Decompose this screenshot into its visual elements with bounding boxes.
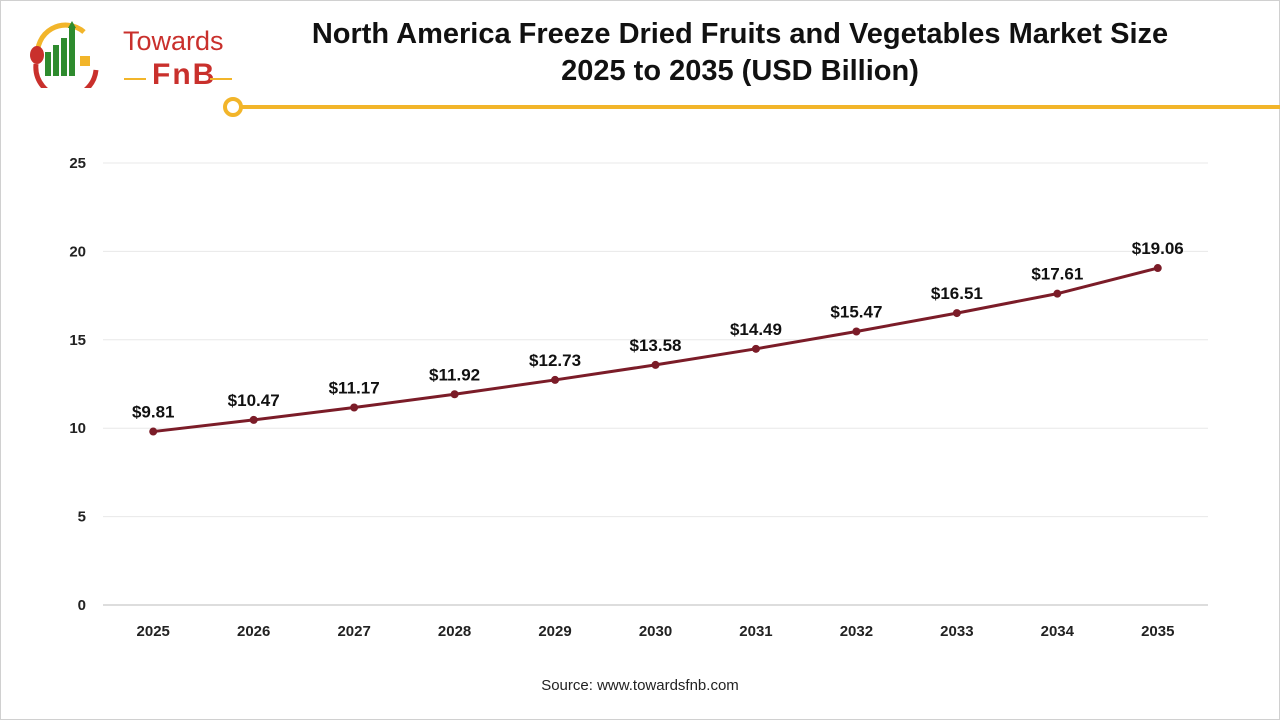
data-label: $10.47 bbox=[228, 391, 280, 410]
y-tick-label: 10 bbox=[69, 420, 86, 437]
logo-dash-right bbox=[210, 78, 232, 80]
x-tick-label: 2033 bbox=[940, 623, 973, 640]
x-tick-label: 2030 bbox=[639, 623, 672, 640]
y-tick-label: 5 bbox=[78, 509, 86, 526]
data-label: $13.58 bbox=[630, 336, 682, 355]
data-point bbox=[1153, 264, 1162, 273]
y-tick-label: 25 bbox=[69, 155, 86, 172]
data-label: $12.73 bbox=[529, 351, 581, 370]
x-tick-label: 2025 bbox=[137, 623, 170, 640]
data-label: $16.51 bbox=[931, 284, 983, 303]
title-line-2: 2025 to 2035 (USD Billion) bbox=[561, 55, 919, 87]
data-point bbox=[551, 375, 560, 384]
y-tick-label: 15 bbox=[69, 332, 86, 349]
x-tick-label: 2032 bbox=[840, 623, 873, 640]
data-point bbox=[450, 390, 459, 399]
x-tick-label: 2029 bbox=[538, 623, 571, 640]
y-tick-label: 0 bbox=[78, 597, 86, 614]
data-label: $11.92 bbox=[429, 365, 480, 384]
chart-title: North America Freeze Dried Fruits and Ve… bbox=[240, 16, 1240, 90]
towards-fnb-logo: Towards FnB bbox=[26, 18, 232, 100]
x-tick-label: 2028 bbox=[438, 623, 471, 640]
source-note: Source: www.towardsfnb.com bbox=[541, 677, 739, 694]
title-line-1: North America Freeze Dried Fruits and Ve… bbox=[311, 18, 1169, 50]
data-point bbox=[852, 327, 861, 336]
x-tick-label: 2034 bbox=[1041, 623, 1075, 640]
data-label: $17.61 bbox=[1031, 265, 1083, 284]
data-point bbox=[1053, 289, 1062, 298]
data-point bbox=[249, 415, 258, 424]
data-point bbox=[350, 403, 359, 412]
data-point bbox=[751, 344, 760, 353]
data-label: $19.06 bbox=[1132, 239, 1184, 258]
logo-text-fnb: FnB bbox=[152, 58, 217, 91]
x-tick-label: 2031 bbox=[739, 623, 772, 640]
x-tick-label: 2035 bbox=[1141, 623, 1174, 640]
data-label: $15.47 bbox=[830, 302, 882, 321]
logo-text-towards: Towards bbox=[123, 26, 224, 56]
data-point bbox=[149, 427, 158, 436]
title-underline bbox=[223, 97, 1280, 117]
data-point bbox=[952, 309, 961, 318]
x-tick-label: 2027 bbox=[337, 623, 370, 640]
data-label: $11.17 bbox=[329, 379, 380, 398]
y-tick-label: 20 bbox=[69, 243, 86, 260]
data-point bbox=[651, 360, 660, 369]
x-tick-label: 2026 bbox=[237, 623, 270, 640]
data-label: $14.49 bbox=[730, 320, 782, 339]
logo-icon bbox=[30, 21, 99, 100]
logo-dash-left bbox=[124, 78, 146, 80]
data-label: $9.81 bbox=[132, 403, 175, 422]
